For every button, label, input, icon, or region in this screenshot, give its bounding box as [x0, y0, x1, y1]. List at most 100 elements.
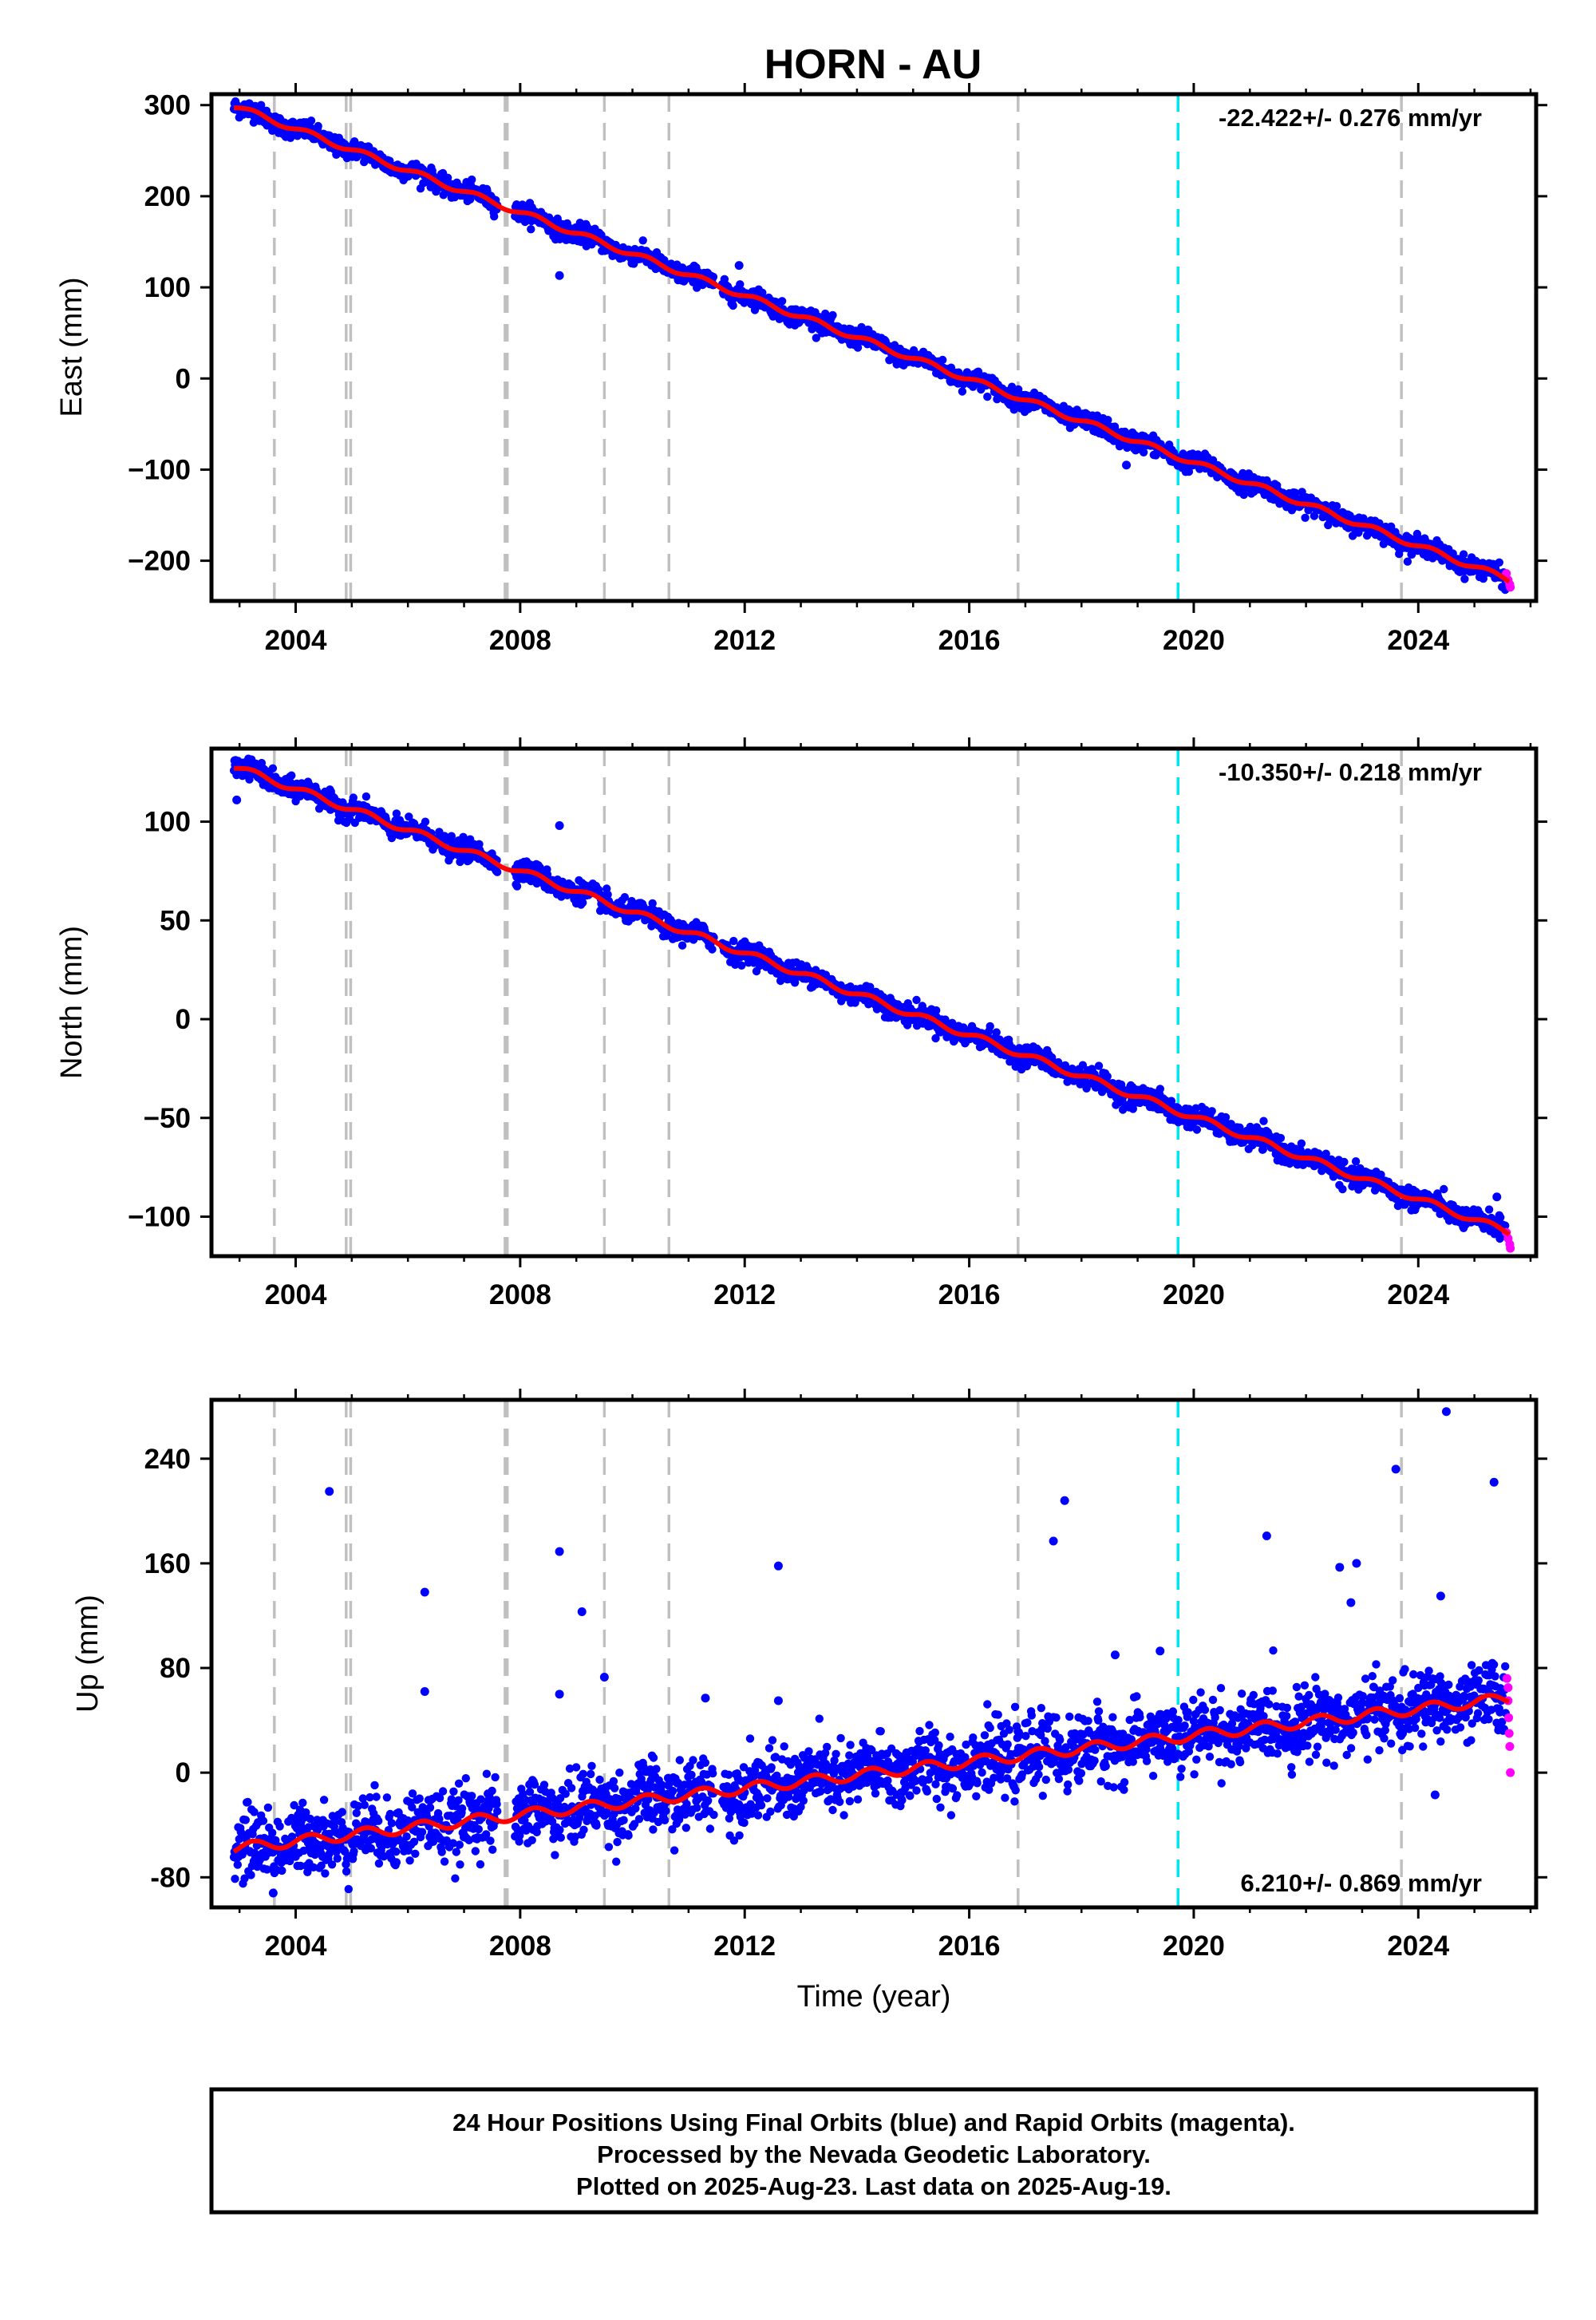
- daily-position-point: [468, 176, 476, 184]
- outlier-point: [232, 796, 241, 804]
- x-tick-label: 2012: [713, 1279, 776, 1310]
- y-tick-label: 100: [144, 272, 191, 303]
- daily-position-point: [1277, 1134, 1285, 1142]
- x-tick-label: 2024: [1387, 625, 1449, 656]
- daily-position-point: [513, 882, 521, 890]
- daily-position-point: [621, 893, 629, 901]
- y-tick-label: 200: [144, 181, 191, 212]
- north-rate-label: -10.350+/- 0.218 mm/yr: [1219, 758, 1482, 786]
- x-tick-label: 2012: [713, 625, 776, 656]
- daily-position-point: [362, 792, 370, 800]
- daily-position-point: [278, 1867, 286, 1875]
- daily-position-point: [421, 818, 429, 826]
- daily-position-point: [264, 1804, 272, 1812]
- daily-position-point: [1404, 558, 1412, 566]
- y-tick-label: −50: [144, 1103, 191, 1134]
- x-tick-label: 2004: [265, 1279, 327, 1310]
- daily-position-point: [493, 868, 501, 876]
- y-tick-label: 0: [176, 363, 191, 394]
- daily-position-point: [243, 1798, 251, 1806]
- north-y-label: North (mm): [55, 926, 89, 1079]
- daily-position-point: [1485, 1205, 1493, 1213]
- daily-position-point: [234, 1860, 242, 1868]
- daily-position-point: [708, 945, 716, 953]
- daily-position-point: [247, 1871, 255, 1879]
- y-tick-label: 0: [176, 1004, 191, 1035]
- daily-position-point: [268, 1828, 276, 1836]
- outlier-point: [1492, 1192, 1501, 1201]
- daily-position-point: [1460, 575, 1468, 583]
- x-tick-label: 2004: [265, 625, 327, 656]
- daily-position-point: [1495, 559, 1503, 567]
- y-tick-label: −100: [128, 454, 191, 485]
- x-tick-label: 2016: [938, 625, 1001, 656]
- daily-position-point: [1352, 1157, 1360, 1165]
- y-tick-label: 300: [144, 90, 191, 121]
- x-tick-label: 2016: [938, 1279, 1001, 1310]
- daily-position-point: [1340, 1158, 1348, 1166]
- y-tick-label: 100: [144, 807, 191, 838]
- daily-position-point: [1440, 1185, 1448, 1193]
- x-tick-label: 2024: [1387, 1279, 1449, 1310]
- daily-position-point: [958, 387, 966, 395]
- east-y-label: East (mm): [55, 277, 89, 417]
- x-tick-label: 2008: [489, 1279, 551, 1310]
- daily-position-point: [579, 899, 587, 907]
- y-tick-label: −200: [128, 546, 191, 577]
- daily-position-point: [1095, 1061, 1103, 1069]
- daily-position-point: [778, 297, 786, 305]
- daily-position-point: [287, 772, 295, 780]
- daily-position-point: [1193, 1125, 1201, 1133]
- rapid-orbit-point: [1506, 583, 1515, 591]
- rapid-orbit-point: [1506, 1244, 1515, 1253]
- up-points: [230, 1400, 1515, 1907]
- east-rate-label: -22.422+/- 0.276 mm/yr: [1219, 104, 1482, 132]
- daily-position-point: [986, 1022, 994, 1030]
- daily-position-point: [983, 393, 991, 401]
- daily-position-point: [269, 765, 277, 773]
- daily-position-point: [1156, 1085, 1164, 1093]
- daily-position-point: [1298, 1140, 1306, 1148]
- x-tick-label: 2020: [1163, 625, 1225, 656]
- daily-position-point: [307, 117, 315, 124]
- daily-position-point: [1338, 1185, 1346, 1193]
- north-panel: 2004 2008 2012 2016 2020 2024 −100 −50 0 50 100 -…: [55, 737, 1547, 1310]
- x-tick-label: 2020: [1163, 1279, 1225, 1310]
- daily-position-point: [231, 1875, 239, 1883]
- daily-position-point: [729, 302, 737, 310]
- daily-position-point: [1460, 550, 1468, 558]
- east-panel: 2004 2008 2012 2016 2020 2024 −200 −100 0 100 200…: [55, 83, 1547, 656]
- daily-position-point: [242, 1816, 250, 1824]
- outlier-point: [555, 821, 564, 830]
- daily-position-point: [314, 122, 322, 130]
- daily-position-point: [649, 899, 657, 907]
- x-tick-label: 2008: [489, 625, 551, 656]
- daily-position-point: [1496, 1213, 1504, 1221]
- daily-position-point: [729, 937, 737, 945]
- daily-position-point: [828, 311, 836, 319]
- outlier-point: [555, 271, 564, 280]
- daily-position-point: [527, 225, 535, 233]
- daily-position-point: [1301, 514, 1309, 522]
- daily-position-point: [678, 942, 686, 950]
- daily-position-point: [639, 236, 647, 244]
- daily-position-point: [275, 1822, 283, 1830]
- north-x-axis: 2004 2008 2012 2016 2020 2024: [239, 737, 1531, 1310]
- daily-position-point: [1208, 1107, 1216, 1115]
- daily-position-point: [938, 356, 946, 364]
- daily-position-point: [259, 1816, 267, 1824]
- daily-position-point: [490, 212, 498, 220]
- east-points: [230, 94, 1515, 602]
- y-tick-label: 50: [160, 905, 191, 936]
- outlier-point: [735, 261, 744, 270]
- north-points: [230, 749, 1515, 1256]
- y-tick-label: −100: [128, 1202, 191, 1233]
- outlier-point: [1122, 460, 1131, 469]
- daily-position-point: [1259, 1117, 1267, 1125]
- daily-position-point: [912, 996, 920, 1004]
- chart-title: HORN - AU: [764, 41, 982, 88]
- daily-position-point: [993, 1028, 1001, 1036]
